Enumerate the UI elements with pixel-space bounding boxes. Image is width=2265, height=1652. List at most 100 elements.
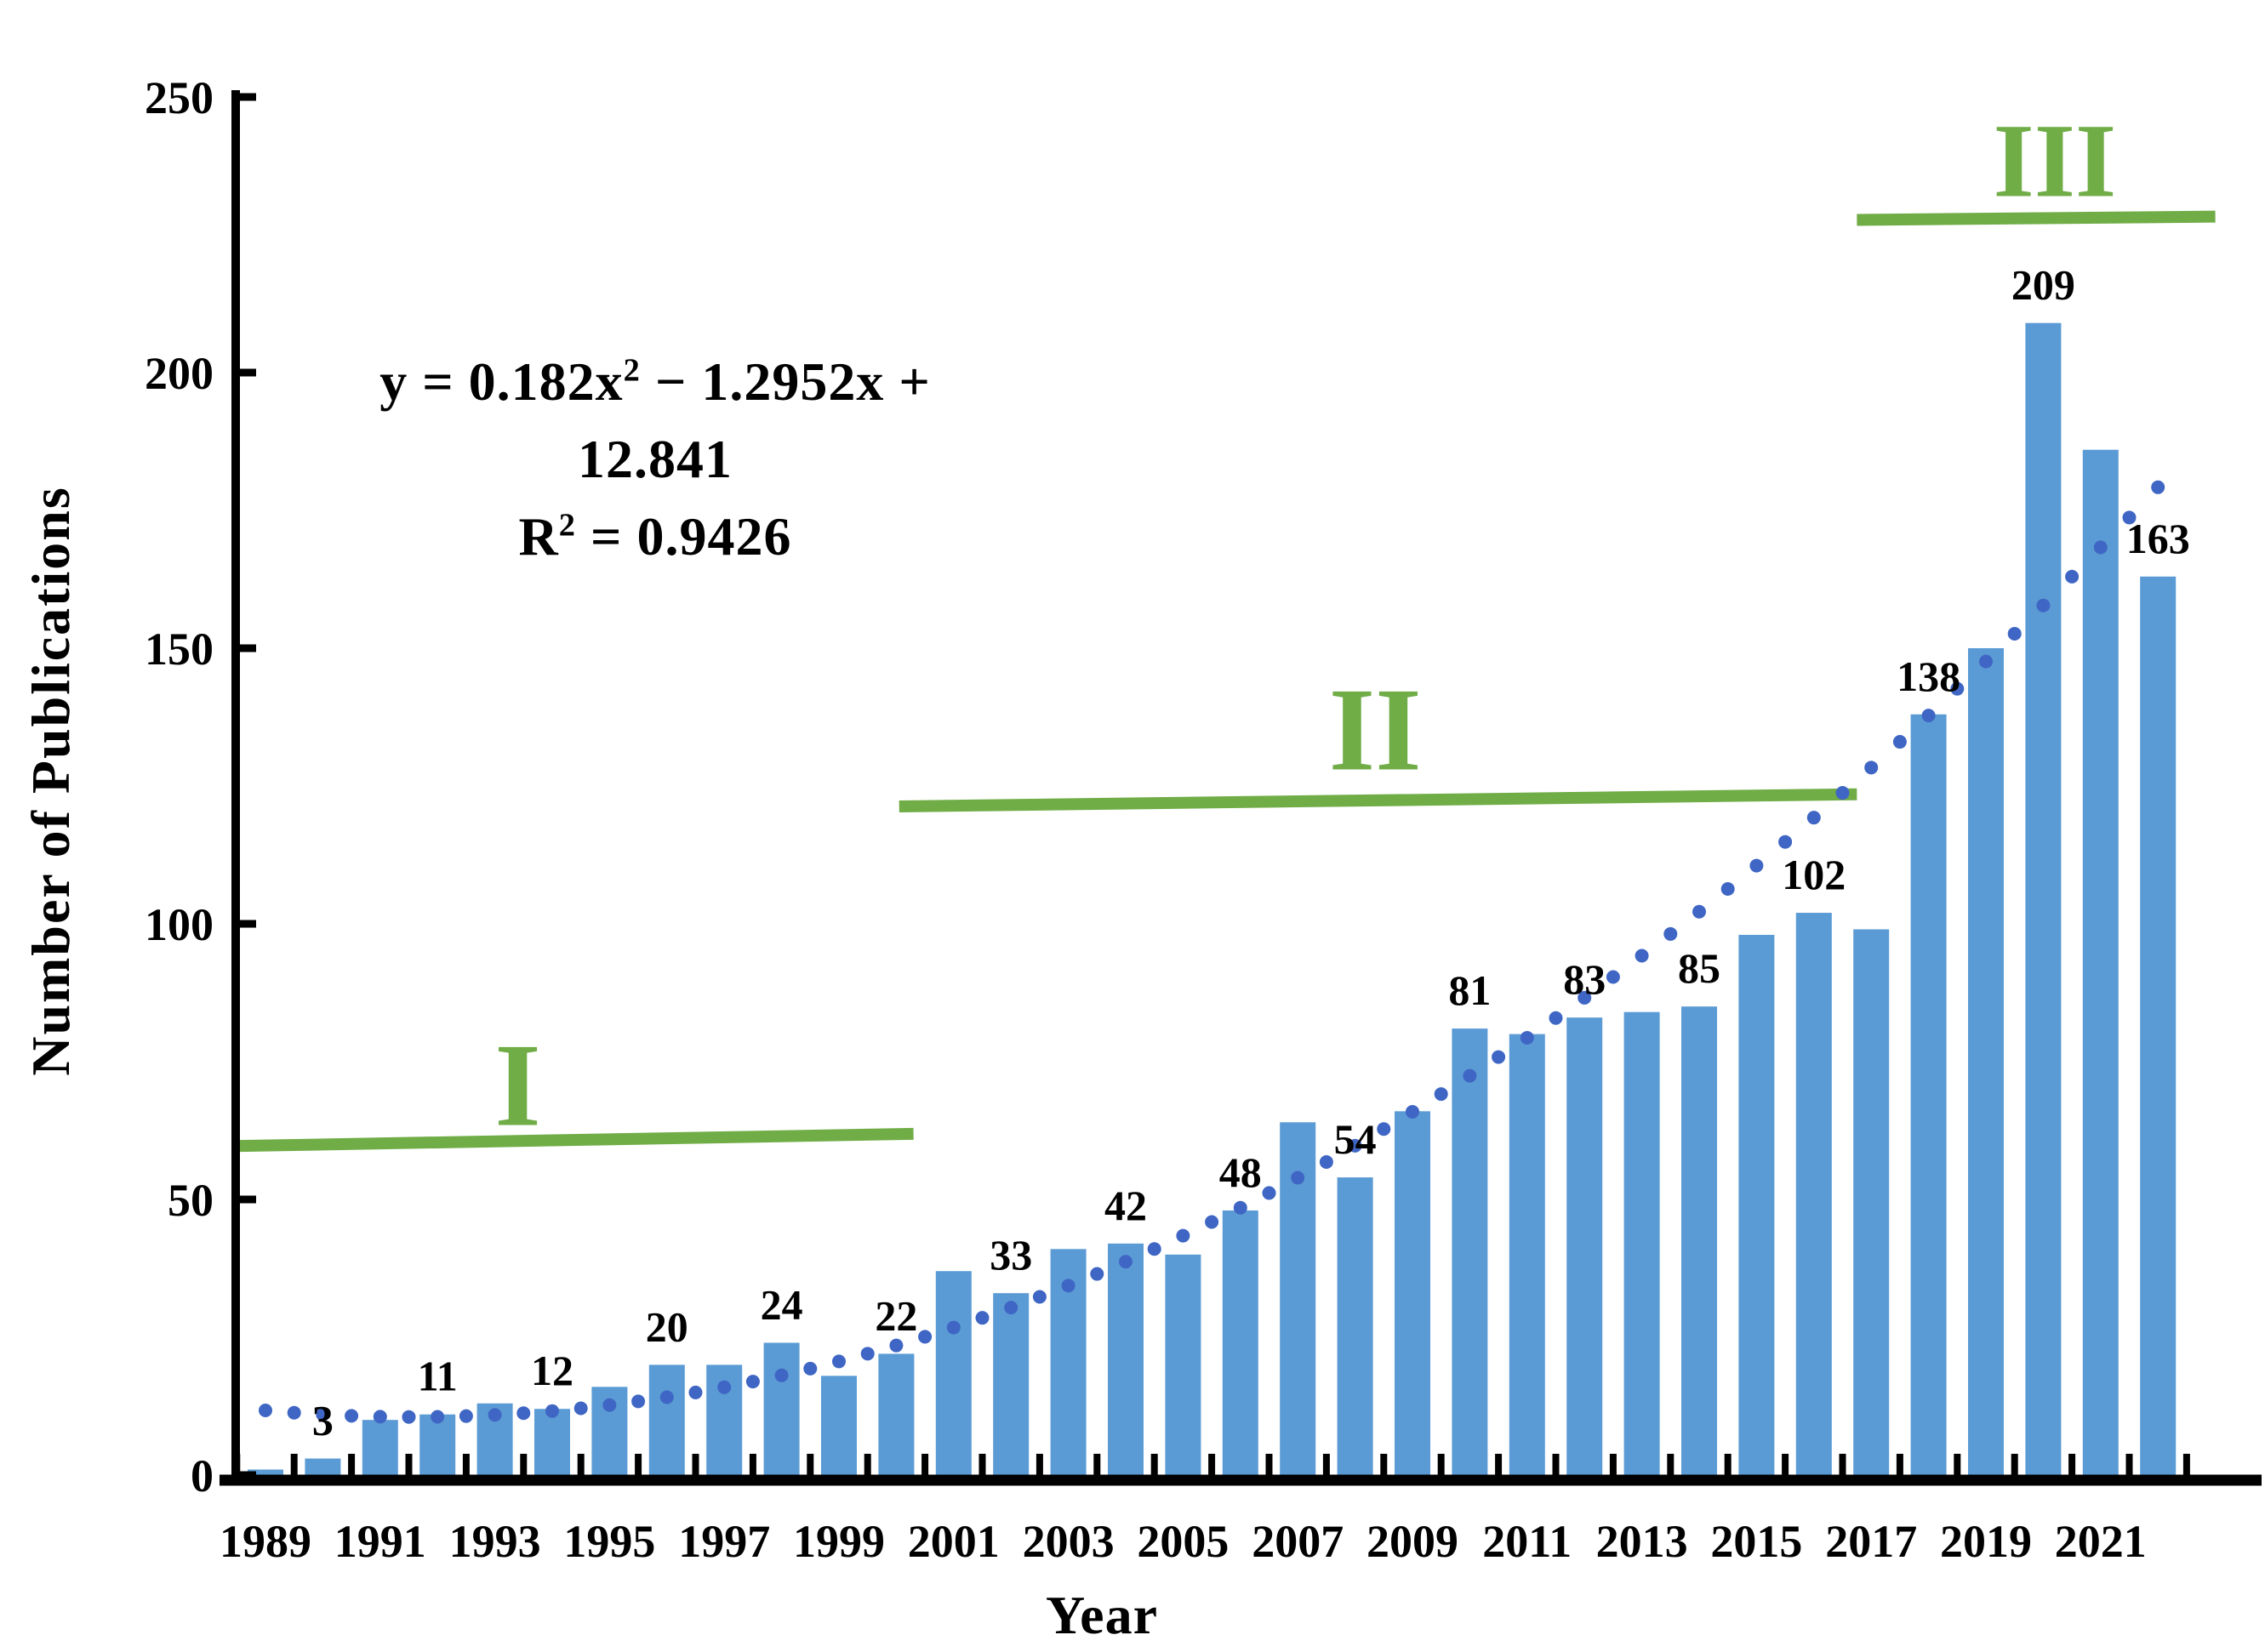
bar-1998 — [763, 1342, 800, 1475]
trendline-dot — [488, 1408, 502, 1422]
data-label-2016: 102 — [1782, 851, 1846, 898]
x-tick-label-1999: 1999 — [793, 1516, 885, 1567]
data-label-1994: 12 — [531, 1347, 573, 1394]
trendline-dot — [1262, 1186, 1276, 1200]
trendline-dot — [259, 1404, 272, 1418]
bar-2021 — [2082, 449, 2119, 1475]
bar-2001 — [935, 1271, 972, 1475]
phase-label-I: I — [494, 1020, 540, 1152]
trendline-dot — [431, 1410, 445, 1424]
trendline-dot — [860, 1347, 875, 1361]
bars — [248, 322, 2177, 1476]
x-tick-label-1995: 1995 — [563, 1516, 655, 1567]
trendline-dot — [373, 1410, 387, 1424]
y-tick-label-150: 150 — [145, 624, 214, 675]
data-label-2006: 48 — [1219, 1148, 1262, 1196]
x-tick-label-2005: 2005 — [1137, 1516, 1229, 1567]
trendline-dot — [1921, 709, 1936, 723]
bar-2014 — [1681, 1006, 1717, 1475]
bar-1991 — [362, 1420, 398, 1475]
y-tick-label-250: 250 — [145, 72, 214, 123]
data-label-1990: 3 — [312, 1397, 334, 1444]
trendline-dot — [2065, 569, 2080, 584]
trendline-dot — [1979, 654, 1993, 669]
trendline-dot — [1406, 1104, 1419, 1119]
trendline-dot — [1663, 926, 1678, 941]
trendline-dot — [1692, 904, 1706, 919]
trendline-dot — [946, 1320, 961, 1335]
x-tick-label-2001: 2001 — [908, 1516, 1000, 1567]
trendline-dot — [316, 1407, 330, 1421]
trendline-dot — [1032, 1290, 1047, 1304]
x-tick-label-2009: 2009 — [1366, 1516, 1458, 1567]
trendline-dot — [1176, 1228, 1190, 1243]
data-label-2020: 209 — [2011, 261, 2075, 309]
trendline-dot — [1864, 760, 1879, 775]
trendline-dot — [1119, 1255, 1132, 1269]
trendline-dot — [1090, 1267, 1104, 1281]
trendline-dot — [602, 1398, 617, 1412]
data-label-1992: 11 — [418, 1353, 458, 1400]
trendline-dot — [774, 1368, 789, 1382]
y-tick-label-0: 0 — [191, 1450, 214, 1501]
trendline-dot — [1147, 1242, 1161, 1256]
superscript-2: 2 — [558, 507, 576, 544]
bar-1992 — [419, 1414, 456, 1475]
data-label-2022: 163 — [2126, 515, 2190, 562]
trendline-dot — [803, 1361, 818, 1376]
trendline-dot — [516, 1406, 531, 1421]
data-label-2002: 33 — [990, 1231, 1032, 1279]
bar-2008 — [1337, 1177, 1373, 1475]
bar-2010 — [1452, 1028, 1488, 1475]
trendline-dot — [2122, 510, 2137, 525]
trendline-r-squared: R2 = 0.9426 — [518, 505, 792, 567]
trendline-dot — [2036, 598, 2051, 612]
bar-2006 — [1222, 1210, 1258, 1475]
data-label-2014: 85 — [1678, 944, 1720, 992]
trendline-dot — [1749, 858, 1764, 873]
bar-2011 — [1509, 1034, 1545, 1475]
trendline-dot — [1720, 881, 1735, 896]
phase-label-II: II — [1329, 664, 1422, 796]
x-tick-label-1997: 1997 — [678, 1516, 770, 1567]
trendline-dot — [745, 1375, 760, 1389]
y-tick-label-100: 100 — [145, 899, 214, 950]
bar-2013 — [1623, 1011, 1660, 1475]
trendline-dot — [1520, 1030, 1534, 1045]
trendline-dot — [1463, 1068, 1477, 1083]
phase-line-III — [1857, 210, 2216, 226]
trendline-dot — [1319, 1155, 1333, 1170]
trendline-dot — [1492, 1050, 1506, 1064]
trendline-dot — [832, 1354, 846, 1369]
data-label-2010: 81 — [1448, 966, 1491, 1014]
bar-2020 — [2025, 322, 2062, 1476]
trendline-dot — [1233, 1200, 1247, 1215]
phase-line-I — [239, 1127, 914, 1153]
data-label-2000: 22 — [875, 1291, 917, 1339]
bar-2018 — [1910, 714, 1947, 1475]
trendline-dot — [631, 1394, 646, 1409]
x-tick-label-1993: 1993 — [449, 1516, 541, 1567]
trendline-dot — [2007, 626, 2022, 641]
trendline-dot — [345, 1409, 359, 1423]
trendline-dot — [573, 1401, 588, 1416]
trendline-dot — [659, 1390, 674, 1404]
trendline-dot — [402, 1410, 416, 1424]
trendline-dot — [717, 1380, 732, 1394]
bar-1989 — [248, 1469, 283, 1475]
phase-label-III: III — [1993, 103, 2116, 219]
x-tick-label-2015: 2015 — [1710, 1516, 1802, 1567]
phase-line-II — [899, 788, 1857, 812]
bar-1994 — [534, 1409, 570, 1475]
bar-2000 — [878, 1353, 915, 1475]
trendline-dot — [1377, 1122, 1391, 1136]
trendline-dots — [259, 480, 2165, 1424]
trendline-dot — [2151, 480, 2165, 494]
x-tick-label-2019: 2019 — [1940, 1516, 2032, 1567]
data-label-1996: 20 — [646, 1302, 688, 1350]
trendline-dot — [1635, 948, 1649, 963]
data-label-2004: 42 — [1104, 1182, 1147, 1229]
axes: 0 50 100 150 200 250 1989 1991 1993 1995 1997 1999 2… — [145, 72, 2262, 1567]
bar-2017 — [1853, 929, 1890, 1475]
